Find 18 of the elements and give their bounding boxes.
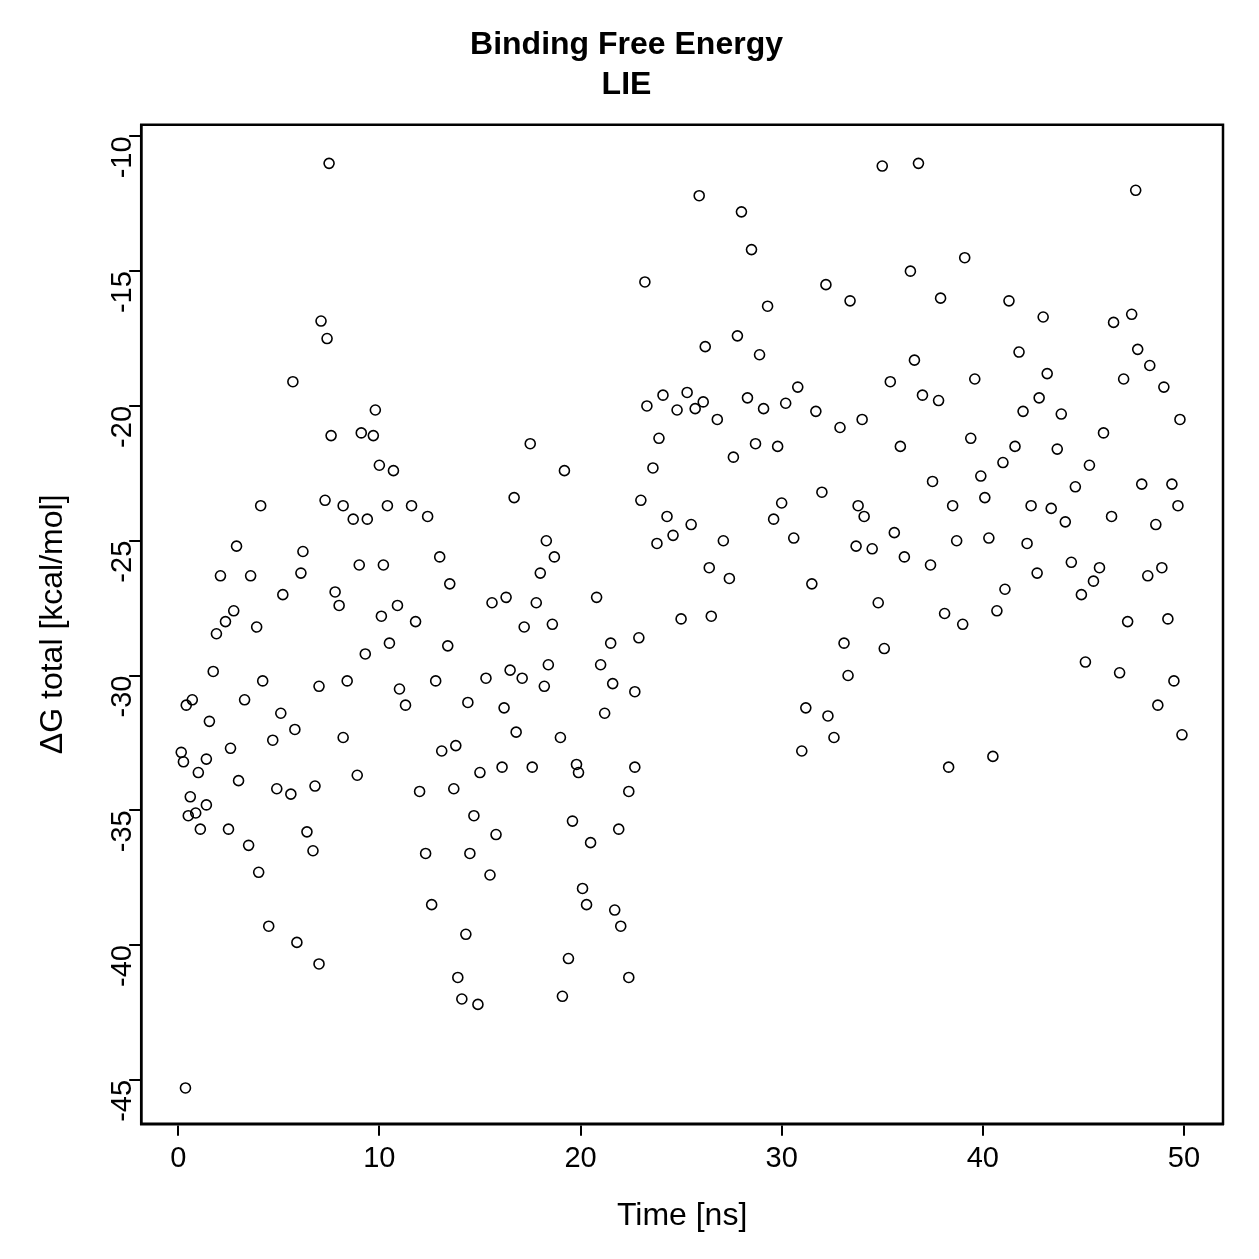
y-axis-title: ΔG total [kcal/mol]	[33, 494, 70, 755]
y-tick-label: -40	[105, 945, 138, 987]
y-tick-label: -10	[105, 136, 138, 179]
x-tick-label: 50	[1167, 1141, 1201, 1174]
x-axis-title: Time [ns]	[616, 1195, 748, 1232]
x-tick-label: 20	[564, 1141, 597, 1174]
y-tick-label: -35	[105, 810, 138, 853]
x-tick-label: 30	[765, 1141, 798, 1174]
y-tick-label: -30	[105, 675, 138, 718]
x-tick-label: 10	[363, 1141, 396, 1174]
y-tick-label: -20	[105, 405, 138, 448]
y-tick-label: -15	[105, 271, 138, 314]
x-tick-label: 0	[170, 1141, 187, 1174]
y-tick-label: -25	[105, 540, 138, 583]
y-tick-label: -45	[105, 1079, 138, 1122]
x-tick-label: 40	[966, 1141, 999, 1174]
chart-subtitle: LIE	[601, 65, 652, 102]
chart-title: Binding Free Energy	[470, 25, 784, 62]
